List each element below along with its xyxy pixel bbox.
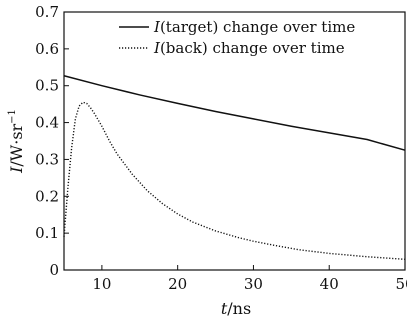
- y-tick-label: 0.1: [35, 224, 59, 242]
- x-tick-label: 20: [168, 275, 187, 293]
- x-axis-label: t/ns: [221, 299, 251, 318]
- plot-area: [63, 11, 406, 271]
- svg-text:I(target) change over time: I(target) change over time: [153, 18, 355, 36]
- x-axis-label-var: t: [221, 299, 228, 318]
- y-tick-label: 0.2: [35, 187, 59, 205]
- y-axis-label: I/W·sr−1: [7, 109, 26, 174]
- series-layer: [63, 75, 406, 261]
- series-line-back: [63, 101, 406, 261]
- svg-text:I/W·sr−1: I/W·sr−1: [7, 109, 26, 174]
- y-tick-label: 0.4: [35, 114, 59, 132]
- legend-label-back-rest: (back) change over time: [160, 39, 345, 57]
- y-axis-label-exponent: −1: [7, 109, 18, 124]
- y-tick-label: 0.7: [35, 3, 59, 21]
- legend-item-back: I(back) change over time: [119, 39, 345, 57]
- legend-label-target-rest: (target) change over time: [160, 18, 355, 36]
- y-tick-label: 0.6: [35, 40, 59, 58]
- y-tick-label: 0.5: [35, 77, 59, 95]
- x-tick-label: 30: [244, 275, 263, 293]
- x-tick-label: 50: [395, 275, 407, 293]
- x-axis-ticks: 10 20 30 40 50: [92, 265, 407, 293]
- legend: I(target) change over time I(back) chang…: [119, 18, 355, 57]
- y-axis-label-unit: /W·sr: [7, 123, 26, 166]
- y-axis-label-var: I: [7, 166, 26, 174]
- svg-text:I(back) change over time: I(back) change over time: [153, 39, 345, 57]
- legend-label-target-var: I: [153, 18, 161, 36]
- x-tick-label: 10: [92, 275, 111, 293]
- svg-text:t/ns: t/ns: [221, 299, 251, 318]
- legend-item-target: I(target) change over time: [119, 18, 355, 36]
- y-axis-ticks: 0 0.1 0.2 0.3 0.4 0.5 0.6 0.7: [35, 3, 69, 279]
- y-tick-label: 0: [49, 261, 59, 279]
- legend-label-back-var: I: [153, 39, 161, 57]
- series-line-target: [63, 75, 406, 151]
- x-tick-label: 40: [320, 275, 339, 293]
- plot-frame: [63, 11, 406, 271]
- x-axis-label-unit: /ns: [227, 299, 251, 318]
- y-tick-label: 0.3: [35, 150, 59, 168]
